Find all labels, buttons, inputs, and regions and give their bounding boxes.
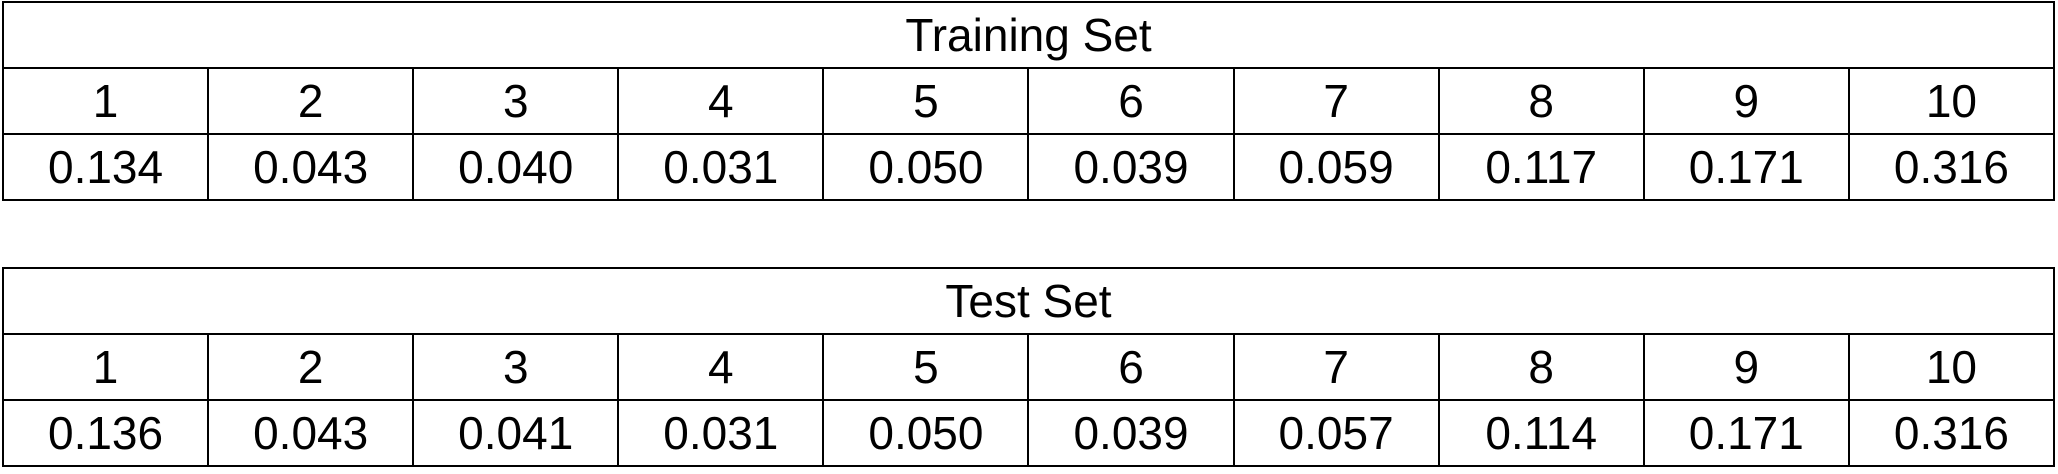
value-cell: 0.041 xyxy=(412,399,620,467)
table-title: Test Set xyxy=(2,267,2055,335)
training-set-table: Training Set 1 2 3 4 5 6 7 8 9 10 0.134 … xyxy=(1,1,2056,201)
column-header-cell: 3 xyxy=(412,67,620,135)
column-header-cell: 10 xyxy=(1847,67,2056,135)
column-header-cell: 5 xyxy=(822,333,1030,401)
value-cell: 0.059 xyxy=(1232,133,1440,201)
value-cell: 0.040 xyxy=(412,133,620,201)
value-cell: 0.117 xyxy=(1437,133,1645,201)
test-set-table: Test Set 1 2 3 4 5 6 7 8 9 10 0.136 0.04… xyxy=(1,267,2056,467)
value-cell: 0.171 xyxy=(1642,133,1850,201)
value-cell: 0.316 xyxy=(1847,133,2056,201)
table-title-row: Test Set xyxy=(2,267,2055,335)
value-cell: 0.043 xyxy=(207,399,415,467)
table-title: Training Set xyxy=(2,1,2055,69)
column-header-row: 1 2 3 4 5 6 7 8 9 10 xyxy=(1,333,2056,401)
column-header-cell: 5 xyxy=(822,67,1030,135)
column-header-cell: 9 xyxy=(1642,333,1850,401)
value-cell: 0.050 xyxy=(822,133,1030,201)
column-header-cell: 2 xyxy=(207,333,415,401)
column-header-cell: 8 xyxy=(1437,333,1645,401)
column-header-cell: 4 xyxy=(617,67,825,135)
column-header-cell: 1 xyxy=(1,333,210,401)
value-cell: 0.316 xyxy=(1847,399,2056,467)
value-cell: 0.050 xyxy=(822,399,1030,467)
column-header-row: 1 2 3 4 5 6 7 8 9 10 xyxy=(1,67,2056,135)
value-cell: 0.114 xyxy=(1437,399,1645,467)
value-cell: 0.031 xyxy=(617,133,825,201)
value-cell: 0.039 xyxy=(1027,133,1235,201)
value-row: 0.134 0.043 0.040 0.031 0.050 0.039 0.05… xyxy=(1,133,2056,201)
column-header-cell: 10 xyxy=(1847,333,2056,401)
value-cell: 0.136 xyxy=(1,399,210,467)
column-header-cell: 9 xyxy=(1642,67,1850,135)
column-header-cell: 3 xyxy=(412,333,620,401)
value-cell: 0.134 xyxy=(1,133,210,201)
column-header-cell: 2 xyxy=(207,67,415,135)
value-cell: 0.171 xyxy=(1642,399,1850,467)
value-cell: 0.039 xyxy=(1027,399,1235,467)
column-header-cell: 1 xyxy=(1,67,210,135)
column-header-cell: 6 xyxy=(1027,67,1235,135)
value-cell: 0.043 xyxy=(207,133,415,201)
column-header-cell: 7 xyxy=(1232,333,1440,401)
column-header-cell: 4 xyxy=(617,333,825,401)
column-header-cell: 8 xyxy=(1437,67,1645,135)
table-title-row: Training Set xyxy=(2,1,2055,69)
column-header-cell: 6 xyxy=(1027,333,1235,401)
value-cell: 0.057 xyxy=(1232,399,1440,467)
value-cell: 0.031 xyxy=(617,399,825,467)
column-header-cell: 7 xyxy=(1232,67,1440,135)
value-row: 0.136 0.043 0.041 0.031 0.050 0.039 0.05… xyxy=(1,399,2056,467)
